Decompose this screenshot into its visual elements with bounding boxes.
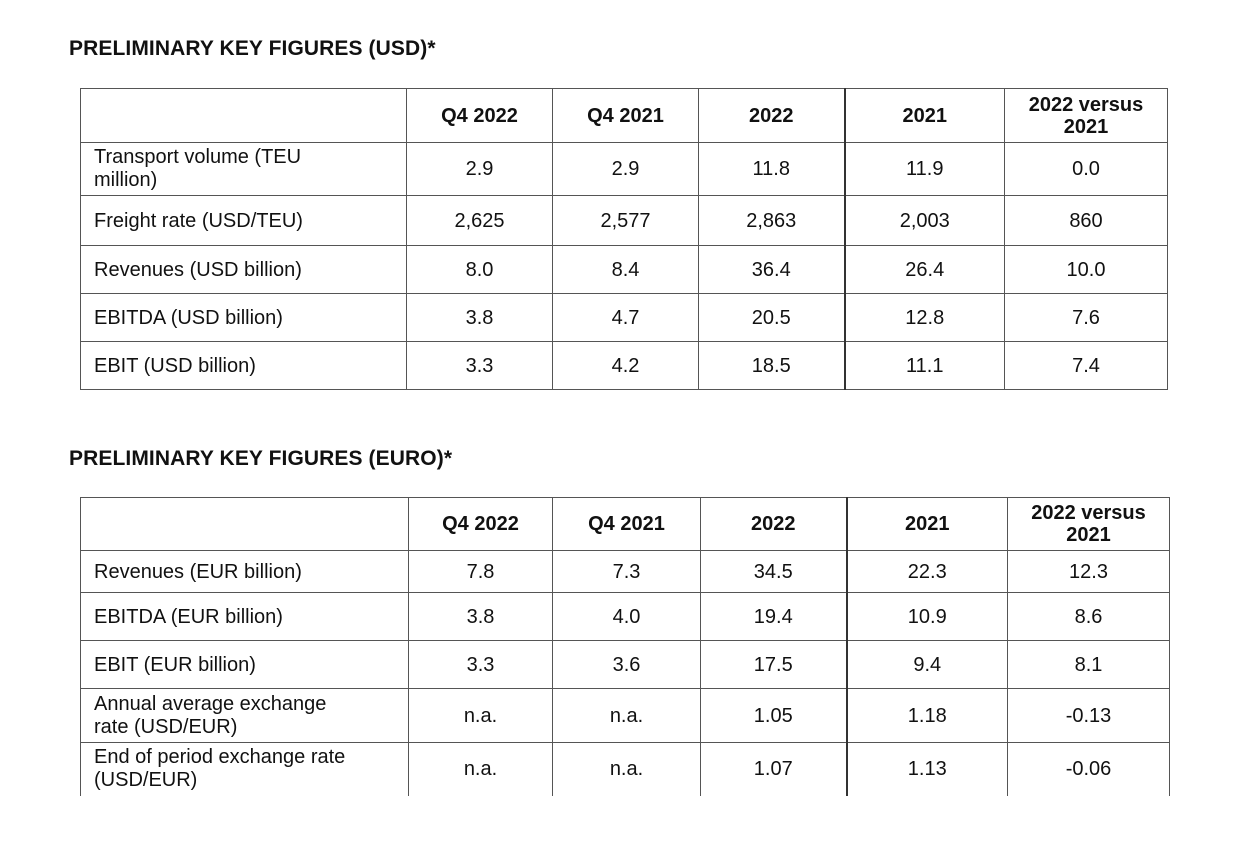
table-cell: 1.13: [846, 742, 1008, 796]
row-label: End of period exchange rate (USD/EUR): [80, 742, 409, 796]
table-cell: 0.0: [1004, 142, 1168, 196]
table-row: EBITDA (USD billion) 3.8 4.7 20.5 12.8 7…: [80, 293, 1168, 342]
table-cell: 2,003: [844, 195, 1005, 246]
table-cell: 10.9: [846, 592, 1008, 641]
table-cell: 22.3: [846, 550, 1008, 593]
row-label: Annual average exchange rate (USD/EUR): [80, 688, 409, 743]
table-cell: 26.4: [844, 245, 1005, 294]
table-cell: 17.5: [700, 640, 848, 689]
table-row: End of period exchange rate (USD/EUR) n.…: [80, 742, 1170, 796]
column-header: 2022 versus 2021: [1004, 88, 1168, 143]
column-header: [80, 88, 407, 143]
table-cell: n.a.: [552, 742, 701, 796]
table-cell: 11.9: [844, 142, 1005, 196]
header-row: Q4 2022 Q4 2021 2022 2021 2022 versus 20…: [80, 88, 1168, 143]
table-cell: 4.0: [552, 592, 701, 641]
row-label: EBIT (EUR billion): [80, 640, 409, 689]
table-row: EBIT (USD billion) 3.3 4.2 18.5 11.1 7.4: [80, 341, 1168, 390]
table-cell: 1.18: [846, 688, 1008, 743]
table-cell: 3.8: [408, 592, 553, 641]
header-row: Q4 2022 Q4 2021 2022 2021 2022 versus 20…: [80, 497, 1170, 551]
table-row: Annual average exchange rate (USD/EUR) n…: [80, 688, 1170, 743]
table-cell: 3.8: [406, 293, 553, 342]
usd-key-figures-table: Q4 2022 Q4 2021 2022 2021 2022 versus 20…: [80, 88, 1168, 390]
table-cell: 12.3: [1007, 550, 1170, 593]
table-cell: 34.5: [700, 550, 848, 593]
table-cell: 19.4: [700, 592, 848, 641]
column-header: Q4 2022: [408, 497, 553, 551]
table-cell: 1.05: [700, 688, 848, 743]
row-label: Revenues (EUR billion): [80, 550, 409, 593]
row-label: Freight rate (USD/TEU): [80, 195, 407, 246]
column-header: [80, 497, 409, 551]
table-cell: 4.2: [552, 341, 699, 390]
table-cell: 20.5: [698, 293, 846, 342]
table-cell: 8.0: [406, 245, 553, 294]
eur-key-figures-table: Q4 2022 Q4 2021 2022 2021 2022 versus 20…: [80, 497, 1170, 796]
table-cell: 11.8: [698, 142, 846, 196]
row-label: Transport volume (TEU million): [80, 142, 407, 196]
table-cell: 8.4: [552, 245, 699, 294]
column-header: 2021: [844, 88, 1005, 143]
column-header: Q4 2021: [552, 88, 699, 143]
table-cell: 2,863: [698, 195, 846, 246]
column-header: Q4 2021: [552, 497, 701, 551]
column-header: Q4 2022: [406, 88, 553, 143]
table-cell: 860: [1004, 195, 1168, 246]
table-cell: n.a.: [408, 688, 553, 743]
table-cell: 7.4: [1004, 341, 1168, 390]
table-cell: 2.9: [406, 142, 553, 196]
table-cell: 1.07: [700, 742, 848, 796]
table-row: EBIT (EUR billion) 3.3 3.6 17.5 9.4 8.1: [80, 640, 1170, 689]
table-cell: n.a.: [552, 688, 701, 743]
row-label: EBITDA (USD billion): [80, 293, 407, 342]
table-row: Transport volume (TEU million) 2.9 2.9 1…: [80, 142, 1168, 196]
row-label: EBITDA (EUR billion): [80, 592, 409, 641]
table-cell: n.a.: [408, 742, 553, 796]
table-cell: 8.1: [1007, 640, 1170, 689]
table-cell: 7.8: [408, 550, 553, 593]
table-cell: 7.6: [1004, 293, 1168, 342]
table-row: Freight rate (USD/TEU) 2,625 2,577 2,863…: [80, 195, 1168, 246]
row-label: EBIT (USD billion): [80, 341, 407, 390]
table-cell: 3.3: [408, 640, 553, 689]
table-cell: -0.06: [1007, 742, 1170, 796]
table-cell: 18.5: [698, 341, 846, 390]
table-row: Revenues (USD billion) 8.0 8.4 36.4 26.4…: [80, 245, 1168, 294]
column-header: 2022 versus 2021: [1007, 497, 1170, 551]
table-cell: 7.3: [552, 550, 701, 593]
table-cell: 8.6: [1007, 592, 1170, 641]
table-cell: 36.4: [698, 245, 846, 294]
column-header: 2021: [846, 497, 1008, 551]
table-cell: 4.7: [552, 293, 699, 342]
table-cell: 3.6: [552, 640, 701, 689]
table-cell: 3.3: [406, 341, 553, 390]
table-cell: 2,577: [552, 195, 699, 246]
table-row: EBITDA (EUR billion) 3.8 4.0 19.4 10.9 8…: [80, 592, 1170, 641]
table-cell: 9.4: [846, 640, 1008, 689]
usd-table-title: PRELIMINARY KEY FIGURES (USD)*: [69, 37, 436, 60]
table-row: Revenues (EUR billion) 7.8 7.3 34.5 22.3…: [80, 550, 1170, 593]
eur-table-title: PRELIMINARY KEY FIGURES (EURO)*: [69, 447, 453, 470]
column-header: 2022: [700, 497, 848, 551]
table-cell: 10.0: [1004, 245, 1168, 294]
table-cell: 12.8: [844, 293, 1005, 342]
column-header: 2022: [698, 88, 846, 143]
table-cell: 2,625: [406, 195, 553, 246]
table-cell: 2.9: [552, 142, 699, 196]
table-cell: 11.1: [844, 341, 1005, 390]
row-label: Revenues (USD billion): [80, 245, 407, 294]
table-cell: -0.13: [1007, 688, 1170, 743]
